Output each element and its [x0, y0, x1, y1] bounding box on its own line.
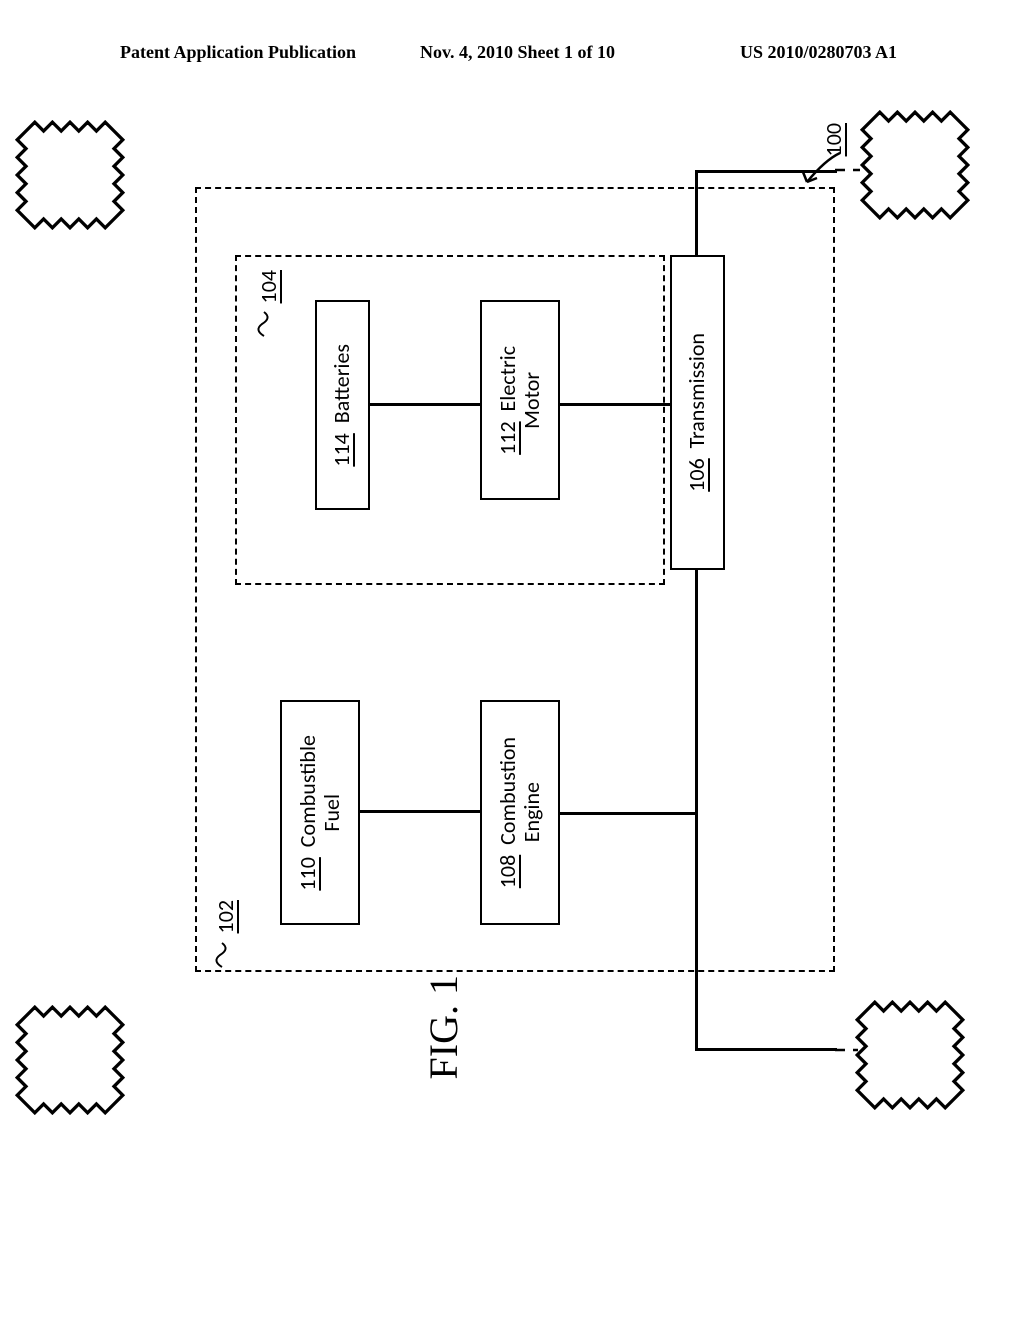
wheel-icon [855, 1000, 965, 1110]
conn-engine-transmission-h [560, 812, 697, 815]
ref-102-lead [210, 941, 240, 971]
electric-subsystem-boundary [235, 255, 665, 585]
header-center: Nov. 4, 2010 Sheet 1 of 10 [420, 42, 615, 63]
driveshaft-bottom-h [695, 1048, 837, 1051]
electric-motor-label: 112 Electric Motor [496, 346, 544, 455]
figure-caption: FIG. 1 [420, 975, 467, 1079]
conn-motor-transmission [560, 403, 670, 406]
driveshaft-top-h [695, 170, 837, 173]
fuel-label: 110 Combustible Fuel [296, 735, 344, 891]
driveshaft-bottom [695, 813, 698, 1050]
figure-1: 104 102 100 114 Batteries 112 Electric M… [140, 155, 860, 1085]
ref-104: 104 [255, 270, 282, 303]
ref-102: 102 [212, 900, 239, 933]
ref-104-lead [252, 310, 282, 340]
conn-batteries-motor [370, 403, 480, 406]
electric-motor-block: 112 Electric Motor [480, 300, 560, 500]
transmission-label: 106 Transmission [685, 333, 709, 492]
conn-engine-transmission-v [695, 570, 698, 815]
driveshaft-top [695, 170, 698, 255]
conn-fuel-engine [360, 810, 480, 813]
batteries-block: 114 Batteries [315, 300, 370, 510]
batteries-label: 114 Batteries [330, 344, 354, 467]
wheel-icon [15, 1005, 125, 1115]
wheel-icon [860, 110, 970, 220]
transmission-block: 106 Transmission [670, 255, 725, 570]
engine-label: 108 Combustion Engine [496, 737, 544, 888]
fuel-block: 110 Combustible Fuel [280, 700, 360, 925]
wheel-icon [15, 120, 125, 230]
header-right: US 2010/0280703 A1 [740, 42, 897, 63]
engine-block: 108 Combustion Engine [480, 700, 560, 925]
header-left: Patent Application Publication [120, 42, 356, 63]
ref-100-arrow [795, 150, 845, 195]
